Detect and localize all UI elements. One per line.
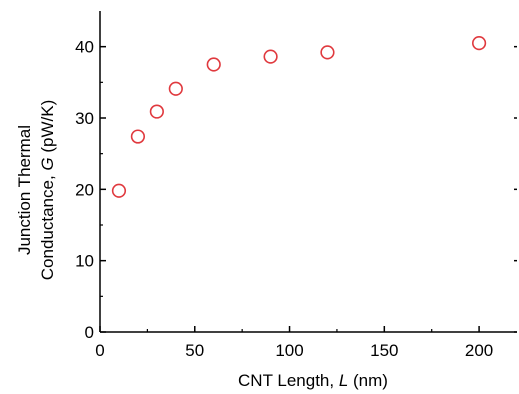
x-tick-label: 100 <box>275 341 303 360</box>
y-tick-label: 0 <box>85 323 94 342</box>
data-point <box>206 57 221 72</box>
x-ticks: 0 50 100 150 200 <box>95 326 493 360</box>
data-point <box>320 45 335 60</box>
x-tick-label: 0 <box>95 341 104 360</box>
data-point <box>111 183 127 198</box>
x-tick-label: 200 <box>465 341 493 360</box>
x-axis-label: CNT Length, L (nm) <box>238 371 388 390</box>
y-tick-label: 40 <box>75 38 94 57</box>
plot-area <box>99 11 517 333</box>
y-tick-label: 10 <box>75 252 94 271</box>
x-tick-label: 150 <box>370 341 398 360</box>
data-point <box>149 104 164 119</box>
y-tick-label: 30 <box>75 109 94 128</box>
y-axis-label-line2: Conductance, G (pW/K) <box>38 100 57 280</box>
y-tick-label: 20 <box>75 180 94 199</box>
x-tick-label: 50 <box>185 341 204 360</box>
data-point <box>263 49 278 64</box>
data-point <box>168 81 183 96</box>
y-ticks: 0 10 20 30 40 <box>75 38 517 342</box>
y-axis-label-line1: Junction Thermal <box>15 125 34 255</box>
data-point <box>471 35 487 51</box>
data-point <box>130 129 146 144</box>
data-points <box>111 35 487 198</box>
